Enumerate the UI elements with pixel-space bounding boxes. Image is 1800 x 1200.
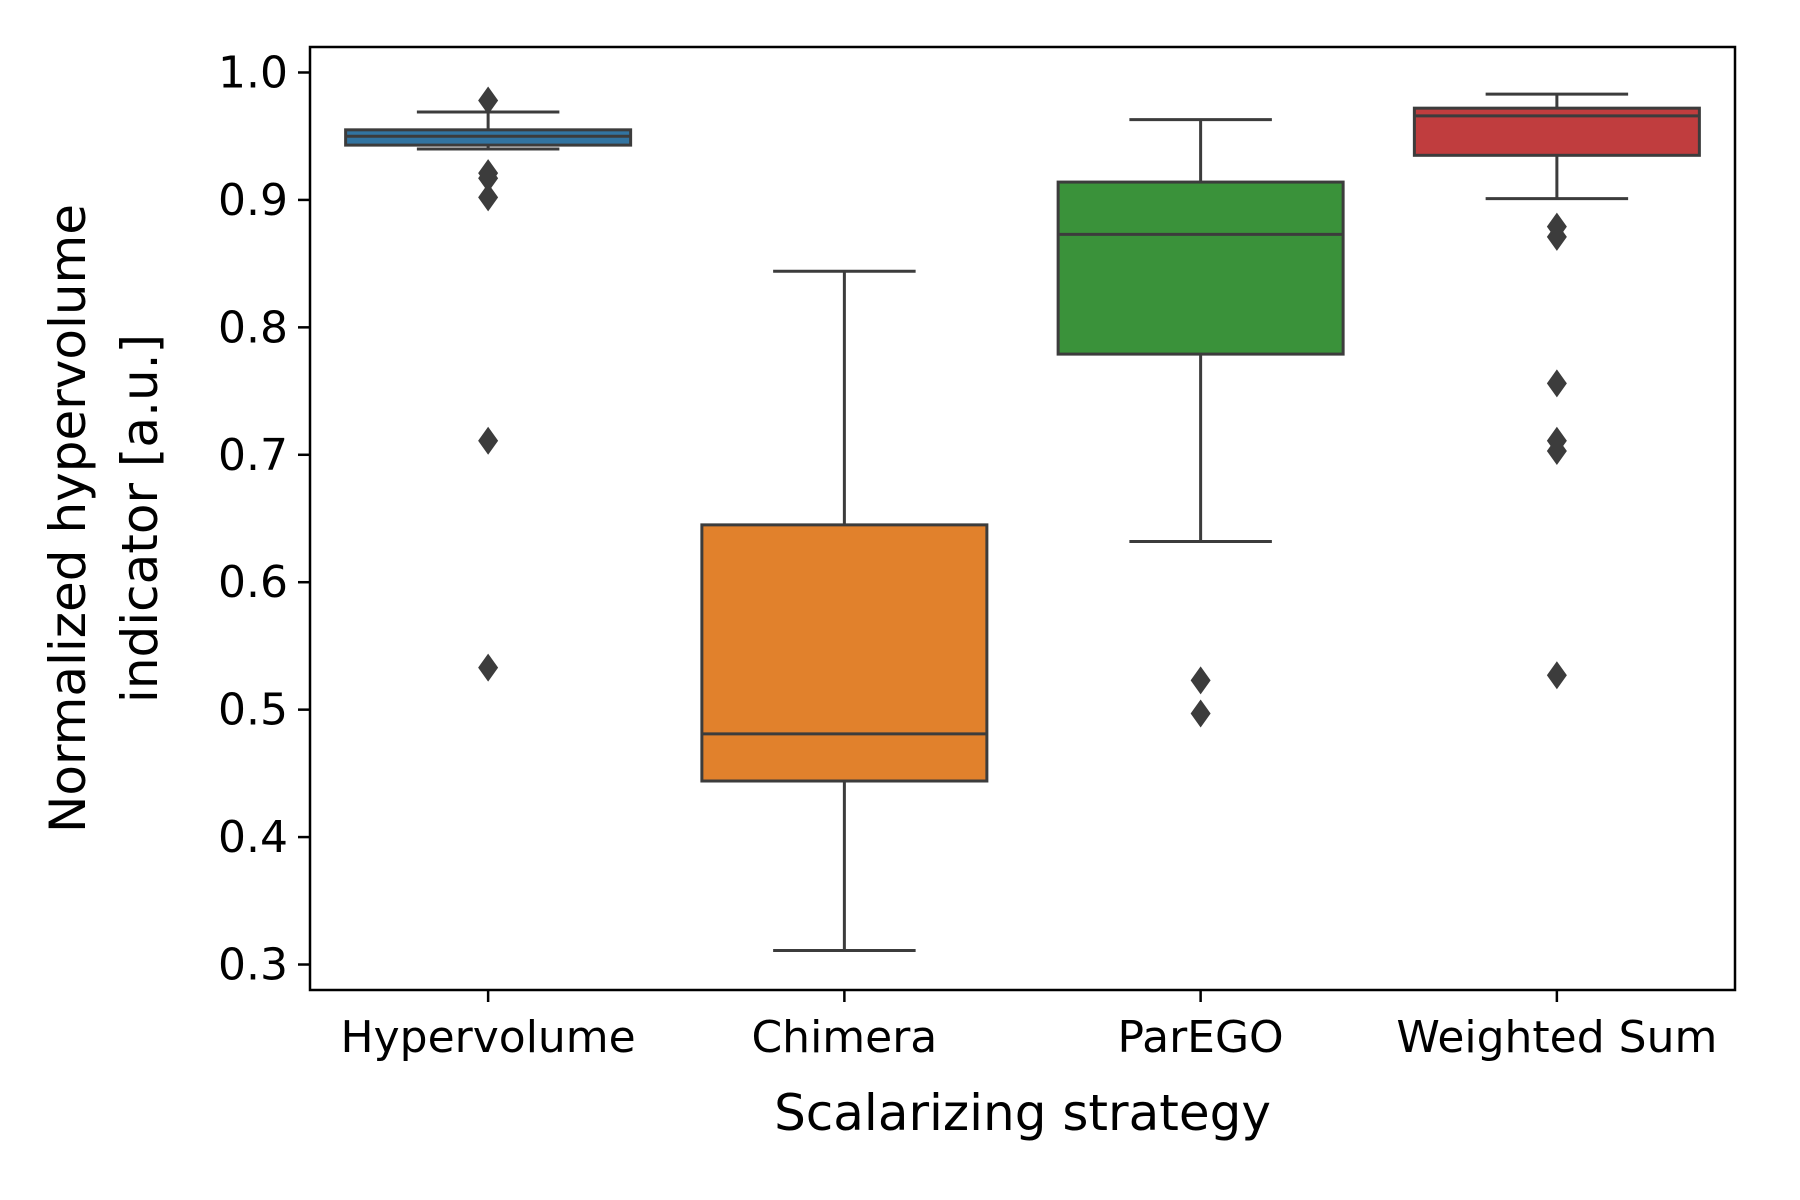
outlier-point [1190, 699, 1211, 728]
x-axis-label: Scalarizing strategy [774, 1084, 1271, 1142]
box-group-parego [1056, 118, 1345, 728]
outlier-point [478, 86, 499, 115]
outlier-point [478, 164, 499, 193]
outlier-point [478, 653, 499, 682]
outlier-point [478, 426, 499, 455]
box [700, 523, 989, 783]
outlier-point [1546, 661, 1567, 690]
x-tick-label: ParEGO [1118, 1012, 1284, 1063]
plot-frame [308, 45, 1737, 992]
outlier-point [1546, 436, 1567, 465]
y-tick-label: 1.0 [218, 47, 288, 98]
x-tick-label: Hypervolume [341, 1012, 636, 1063]
box-series [344, 86, 1701, 952]
y-axis-ticks: 0.3 0.4 0.5 0.6 0.7 0.8 0.9 1.0 [218, 47, 310, 991]
box [1056, 180, 1345, 356]
y-tick-label: 0.4 [218, 812, 288, 863]
box-group-chimera [700, 269, 989, 952]
box-group-weighted-sum [1412, 92, 1701, 690]
y-axis-label: Normalized hypervolume indicator [a.u.] [39, 204, 169, 833]
outlier-point [1546, 222, 1567, 251]
y-tick-label: 0.7 [218, 430, 288, 481]
x-tick-label: Chimera [751, 1012, 937, 1063]
y-axis-label-line-1: Normalized hypervolume [39, 204, 97, 833]
y-tick-label: 0.8 [218, 302, 288, 353]
outlier-point [478, 183, 499, 212]
box-group-hypervolume [344, 86, 633, 682]
outlier-point [1546, 369, 1567, 398]
y-tick-label: 0.5 [218, 685, 288, 736]
y-tick-label: 0.6 [218, 557, 288, 608]
x-tick-label: Weighted Sum [1396, 1012, 1717, 1063]
y-axis-label-line-2: indicator [a.u.] [111, 334, 169, 703]
outlier-point [1190, 666, 1211, 695]
y-tick-label: 0.3 [218, 940, 288, 991]
y-tick-label: 0.9 [218, 175, 288, 226]
x-axis-ticks: Hypervolume Chimera ParEGO Weighted Sum [341, 990, 1717, 1063]
